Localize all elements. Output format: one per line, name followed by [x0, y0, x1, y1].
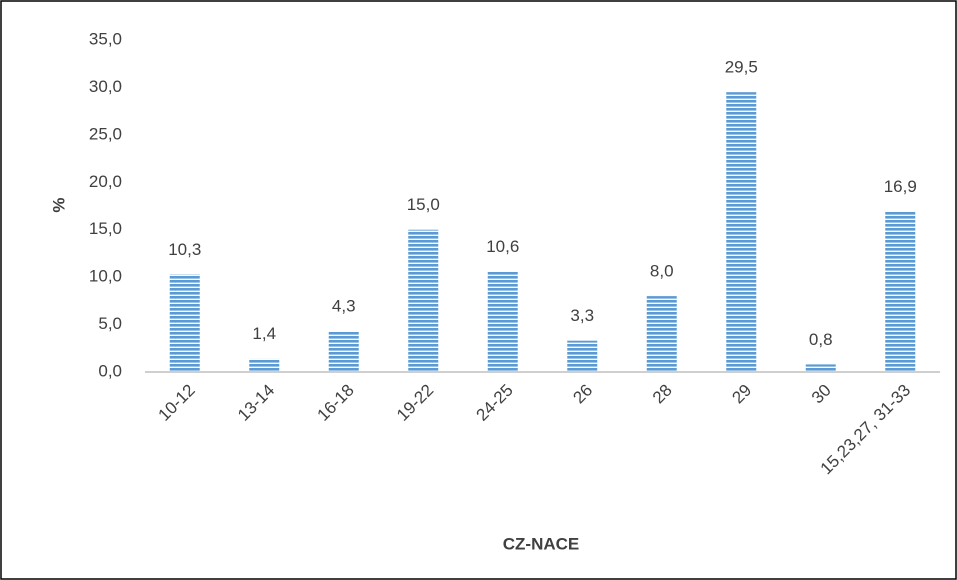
bar — [646, 296, 677, 372]
data-label: 10,3 — [168, 240, 201, 259]
y-tick-label: 30,0 — [89, 77, 122, 96]
y-tick-label: 20,0 — [89, 172, 122, 191]
data-label: 15,0 — [407, 195, 440, 214]
bar — [805, 364, 836, 372]
data-label: 8,0 — [650, 262, 674, 281]
data-label: 10,6 — [486, 237, 519, 256]
bar — [328, 331, 359, 372]
y-axis-title: % — [49, 197, 68, 212]
y-tick-label: 0,0 — [98, 361, 122, 380]
bar — [567, 340, 598, 372]
bar — [487, 271, 518, 372]
y-tick-label: 25,0 — [89, 124, 122, 143]
data-label: 29,5 — [725, 58, 758, 77]
data-label: 16,9 — [884, 177, 917, 196]
bar — [408, 229, 439, 372]
bar — [249, 358, 280, 372]
y-tick-label: 10,0 — [89, 267, 122, 286]
data-label: 3,3 — [570, 306, 594, 325]
y-tick-label: 35,0 — [89, 29, 122, 48]
x-axis-title: CZ-NACE — [503, 534, 580, 553]
y-tick-label: 5,0 — [98, 314, 122, 333]
data-label: 0,8 — [809, 330, 833, 349]
bar — [726, 92, 757, 373]
bar — [885, 211, 916, 372]
y-tick-label: 15,0 — [89, 219, 122, 238]
bar — [169, 274, 200, 372]
data-label: 4,3 — [332, 297, 356, 316]
data-label: 1,4 — [252, 324, 276, 343]
